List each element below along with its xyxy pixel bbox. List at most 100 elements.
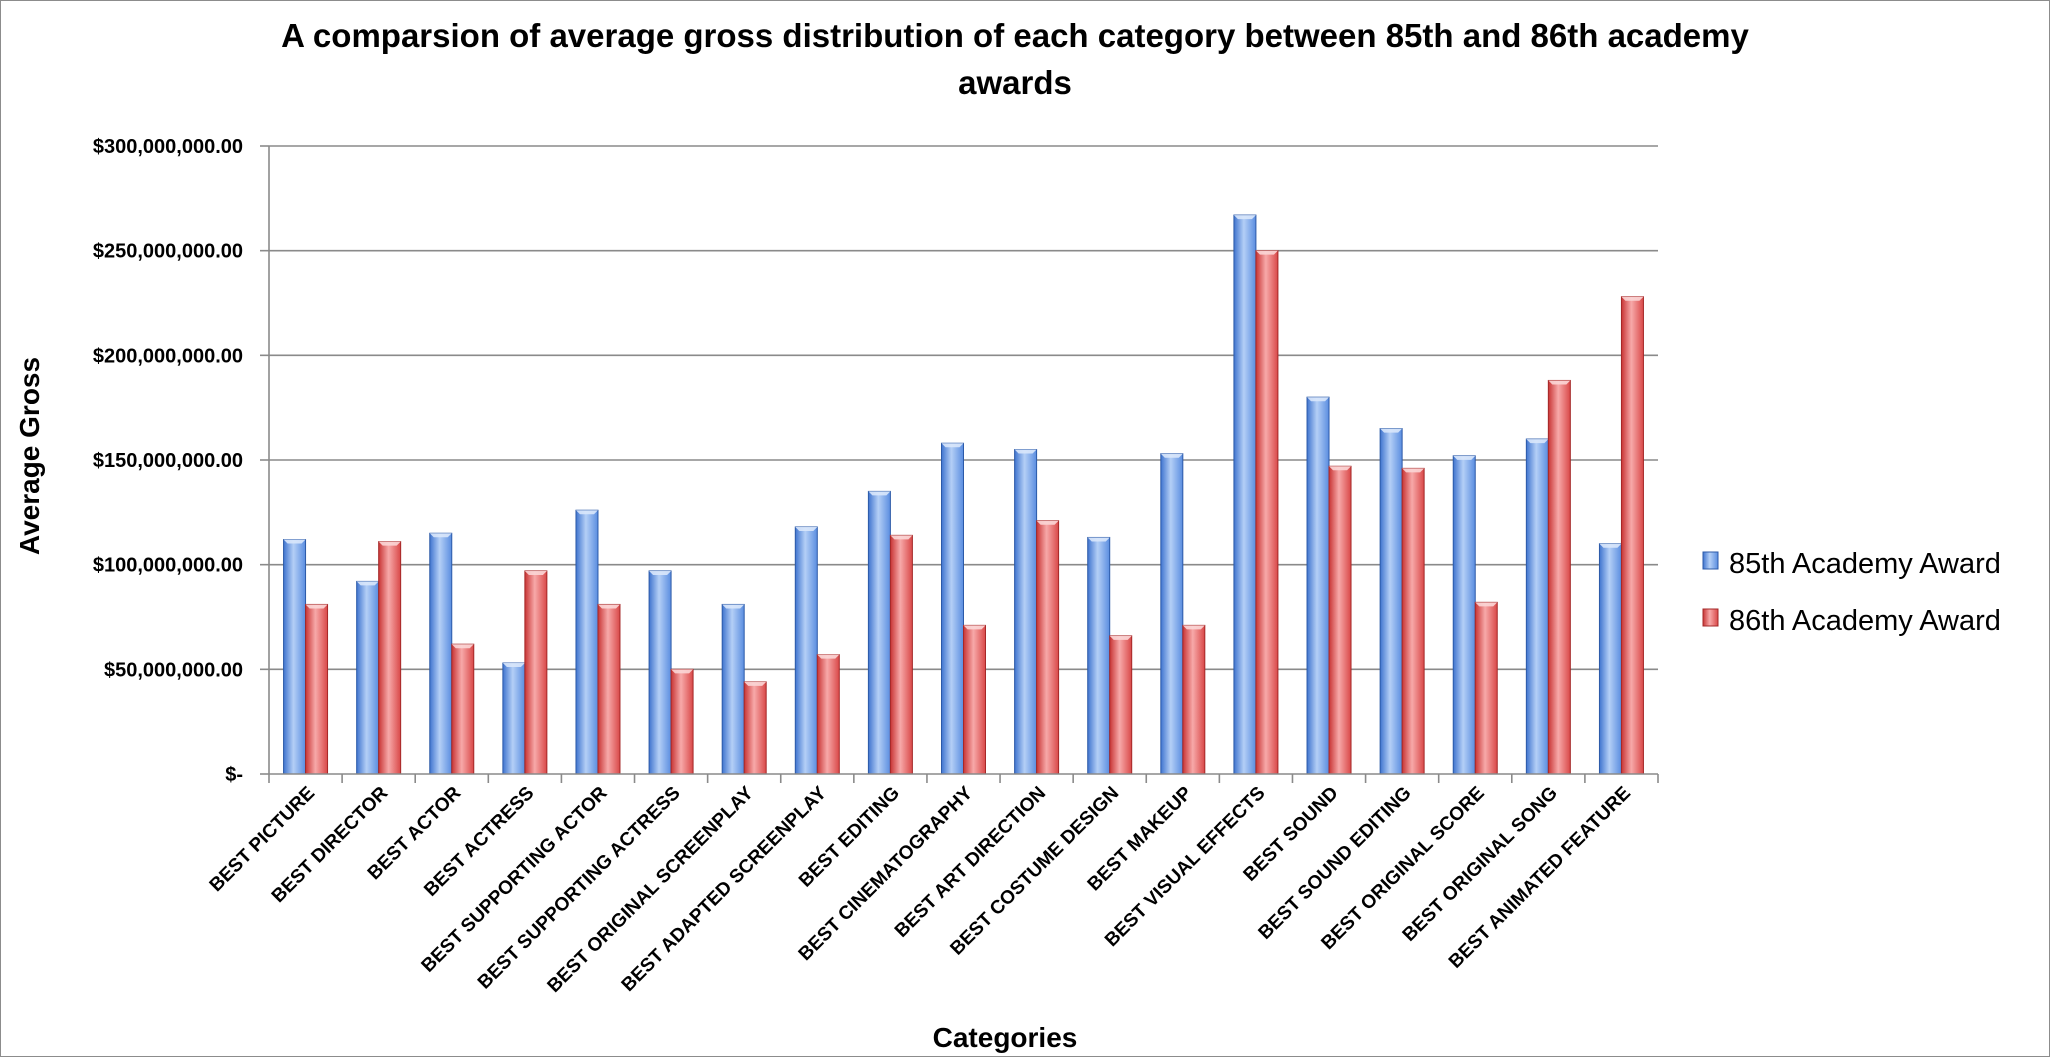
bar-85th — [502, 662, 526, 775]
chart-title-line-2: awards — [958, 64, 1072, 101]
bar-body — [867, 490, 891, 775]
bar-top-bevel — [963, 625, 986, 630]
bar-top-bevel — [744, 681, 767, 686]
bar-85th — [356, 580, 380, 775]
bar-85th — [721, 603, 745, 775]
bar-top-bevel — [1599, 543, 1622, 548]
bar-body — [816, 654, 840, 775]
y-axis-title: Average Gross — [14, 357, 45, 555]
bar-body — [1306, 396, 1330, 775]
bar-86th — [305, 603, 329, 775]
bar-86th — [1620, 296, 1644, 775]
bar-top-bevel — [817, 654, 840, 659]
bar-top-bevel — [1307, 397, 1330, 402]
bar-85th — [1306, 396, 1330, 775]
bar-body — [963, 624, 986, 775]
legend: 85th Academy Award 86th Academy Award — [1702, 548, 2001, 637]
y-tick-label: $- — [225, 764, 243, 786]
bar-85th — [867, 490, 891, 775]
bar-86th — [1401, 467, 1425, 775]
bar-top-bevel — [1182, 625, 1205, 630]
axes — [268, 146, 1658, 775]
bar-85th — [1087, 536, 1111, 775]
bar-body — [743, 681, 767, 775]
bar-body — [1598, 543, 1622, 775]
bar-85th — [648, 570, 672, 775]
bar-86th — [1328, 465, 1352, 775]
bar-86th — [889, 534, 913, 775]
bar-body — [1547, 379, 1571, 775]
bar-body — [1036, 520, 1060, 775]
bar-body — [794, 526, 818, 775]
bar-top-bevel — [1036, 520, 1059, 525]
bar-86th — [597, 603, 621, 775]
bar-body — [1474, 601, 1498, 775]
bar-85th — [429, 532, 453, 775]
chart-title-line-1: A comparsion of average gross distributi… — [281, 17, 1749, 54]
bar-top-bevel — [1621, 296, 1644, 301]
bar-top-bevel — [356, 581, 379, 586]
bar-85th — [941, 442, 964, 775]
bar-body — [1255, 250, 1279, 775]
legend-swatch-85th — [1702, 551, 1719, 570]
bar-body — [889, 534, 913, 775]
bar-body — [283, 539, 307, 775]
y-tick-label: $150,000,000.00 — [93, 450, 243, 472]
bar-86th — [1474, 601, 1498, 775]
bar-body — [451, 643, 475, 775]
bar-body — [1620, 296, 1644, 775]
bar-body — [597, 603, 621, 775]
bar-top-bevel — [941, 443, 964, 448]
bar-85th — [794, 526, 818, 775]
bar-86th — [816, 654, 840, 775]
bar-body — [721, 603, 745, 775]
bar-body — [1182, 624, 1206, 775]
bar-top-bevel — [1475, 602, 1498, 607]
bar-86th — [1109, 635, 1133, 775]
bar-85th — [1014, 449, 1038, 775]
bar-top-bevel — [1329, 466, 1352, 471]
bar-body — [1160, 453, 1184, 775]
y-tick-label: $300,000,000.00 — [93, 136, 243, 158]
bar-body — [305, 603, 329, 775]
legend-label-85th: 85th Academy Award — [1729, 548, 2001, 580]
bar-86th — [1036, 520, 1060, 775]
bar-86th — [1547, 379, 1571, 775]
bar-body — [429, 532, 453, 775]
y-tick-label: $200,000,000.00 — [93, 345, 243, 367]
bar-top-bevel — [451, 644, 474, 649]
bar-body — [356, 580, 380, 775]
bar-body — [575, 509, 599, 775]
y-tick-label: $100,000,000.00 — [93, 555, 243, 577]
legend-swatch-86th — [1702, 608, 1719, 627]
bar-top-bevel — [305, 604, 328, 609]
bar-86th — [1255, 250, 1279, 775]
bar-body — [1109, 635, 1133, 775]
bar-top-bevel — [1453, 455, 1476, 460]
bar-body — [648, 570, 672, 775]
bar-body — [1452, 455, 1476, 775]
bar-top-bevel — [868, 491, 891, 496]
bar-top-bevel — [378, 541, 401, 546]
bar-body — [941, 442, 964, 775]
bar-top-bevel — [671, 669, 694, 674]
bar-85th — [1525, 438, 1549, 775]
bar-body — [1379, 428, 1403, 775]
bar-top-bevel — [1160, 453, 1183, 458]
bar-top-bevel — [1402, 468, 1425, 473]
legend-item-85th: 85th Academy Award — [1702, 548, 2001, 580]
x-tick-label: BEST SOUND EDITING — [1255, 783, 1416, 944]
bar-top-bevel — [1109, 635, 1132, 640]
bar-86th — [524, 570, 548, 775]
bar-86th — [1182, 624, 1206, 775]
bar-85th — [1452, 455, 1476, 775]
bar-body — [670, 668, 694, 775]
bar-85th — [1160, 453, 1184, 775]
bars — [283, 214, 1644, 775]
bar-top-bevel — [1014, 449, 1037, 454]
bar-body — [1014, 449, 1038, 775]
bar-top-bevel — [1255, 250, 1278, 255]
